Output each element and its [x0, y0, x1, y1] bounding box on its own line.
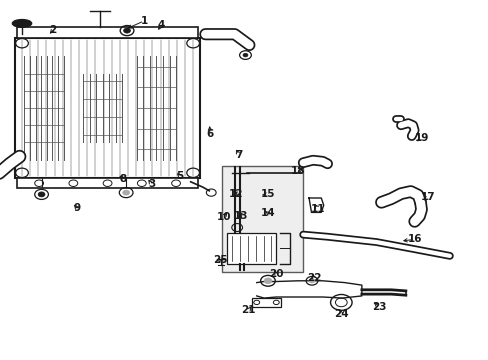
- Circle shape: [122, 190, 129, 195]
- Text: 9: 9: [73, 203, 80, 213]
- Text: 16: 16: [407, 234, 421, 244]
- Bar: [17, 178, 198, 188]
- Text: 13: 13: [233, 211, 247, 221]
- Text: 24: 24: [333, 309, 348, 319]
- Text: 1: 1: [141, 16, 147, 26]
- Ellipse shape: [12, 19, 32, 27]
- Text: 17: 17: [420, 192, 434, 202]
- Text: 15: 15: [260, 189, 275, 199]
- Text: 21: 21: [241, 305, 255, 315]
- Circle shape: [264, 278, 271, 284]
- Text: 25: 25: [212, 255, 227, 265]
- Text: 20: 20: [268, 269, 283, 279]
- Bar: [17, 27, 198, 38]
- Bar: [251, 298, 281, 307]
- Text: 11: 11: [310, 204, 325, 214]
- Text: 3: 3: [148, 179, 155, 189]
- Text: 10: 10: [216, 212, 231, 222]
- Circle shape: [123, 28, 130, 33]
- Text: 18: 18: [290, 166, 305, 176]
- Text: 6: 6: [206, 129, 213, 139]
- Text: 7: 7: [234, 150, 242, 160]
- Circle shape: [243, 53, 247, 57]
- Bar: [15, 38, 200, 178]
- Bar: [227, 233, 276, 264]
- Circle shape: [308, 279, 314, 283]
- Text: 8: 8: [120, 174, 126, 184]
- Polygon shape: [256, 281, 361, 298]
- Text: 5: 5: [176, 171, 183, 181]
- Bar: [222, 166, 303, 272]
- Circle shape: [38, 192, 45, 197]
- Text: 12: 12: [228, 189, 243, 199]
- Text: 19: 19: [413, 132, 428, 143]
- Text: 14: 14: [260, 208, 275, 218]
- Text: 2: 2: [49, 25, 56, 35]
- Text: 4: 4: [157, 20, 165, 30]
- Text: 22: 22: [306, 273, 321, 283]
- Text: 23: 23: [371, 302, 386, 312]
